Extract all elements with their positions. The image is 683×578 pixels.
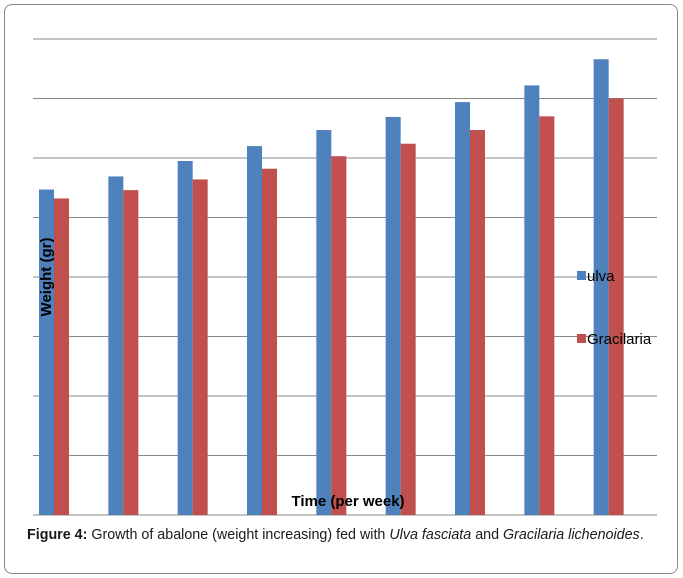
bar-gracilaria-5 xyxy=(331,156,347,515)
bar-gracilaria-8 xyxy=(539,116,555,515)
bar-ulva-8 xyxy=(524,85,540,515)
x-axis-title: Time (per week) xyxy=(291,493,404,510)
bar-ulva-9 xyxy=(593,59,609,515)
bar-ulva-4 xyxy=(247,146,262,515)
figure-caption: Figure 4: Growth of abalone (weight incr… xyxy=(27,525,667,545)
bar-ulva-1 xyxy=(39,189,54,515)
bar-ulva-3 xyxy=(177,160,193,515)
caption-text-2: and xyxy=(471,527,504,543)
bar-ulva-5 xyxy=(316,130,332,515)
caption-text-3: . xyxy=(639,527,644,543)
bar-gracilaria-3 xyxy=(192,179,208,516)
legend-label-gracilaria: Gracilaria xyxy=(587,331,652,348)
bar-chart: Weight (gr) Time (per week) ulva Gracilaria xyxy=(33,38,657,516)
caption-species-1: Ulva fasciata xyxy=(389,527,472,543)
bar-gracilaria-7 xyxy=(470,130,485,515)
legend-swatch-gracilaria xyxy=(577,334,586,343)
figure-frame: Weight (gr) Time (per week) ulva Gracilaria… xyxy=(4,4,678,574)
bar-gracilaria-6 xyxy=(400,143,416,515)
bar-ulva-6 xyxy=(385,116,401,515)
chart-area: Weight (gr) Time (per week) ulva Gracilaria xyxy=(25,19,665,517)
caption-label: Figure 4: xyxy=(27,527,88,543)
bar-ulva-7 xyxy=(455,102,470,515)
y-axis-title: Weight (gr) xyxy=(38,238,55,317)
caption-text-1: Growth of abalone (weight increasing) fe… xyxy=(87,527,390,543)
bar-ulva-2 xyxy=(108,176,124,515)
bar-gracilaria-9 xyxy=(608,98,624,515)
legend-swatch-ulva xyxy=(577,271,586,280)
bar-gracilaria-4 xyxy=(262,168,277,515)
bar-gracilaria-1 xyxy=(54,198,69,515)
caption-species-2: Gracilaria lichenoides xyxy=(503,527,640,543)
legend-label-ulva: ulva xyxy=(587,268,615,285)
bar-gracilaria-2 xyxy=(123,190,139,515)
